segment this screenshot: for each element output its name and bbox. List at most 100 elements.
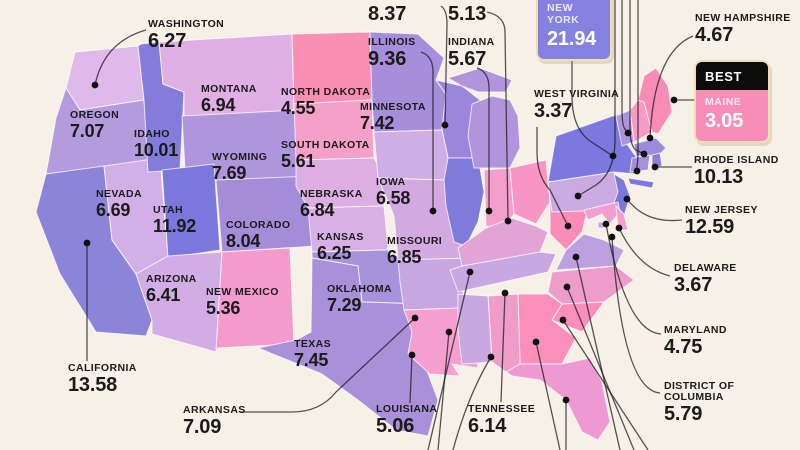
state-shape-maryland — [583, 201, 621, 225]
state-value: 7.09 — [183, 416, 222, 439]
state-name: NORTH DAKOTA — [281, 86, 371, 98]
state-name: UTAH — [153, 204, 183, 216]
state-name: WEST VIRGINIA — [534, 88, 620, 100]
state-shape-tennessee — [449, 251, 557, 293]
state-shape-mississippi — [457, 293, 493, 365]
state-value: 6.14 — [468, 415, 507, 438]
state-value: 5.13 — [448, 3, 487, 26]
state-value: 10.01 — [134, 140, 179, 161]
state-label-new-jersey: NEW JERSEY 12.59 — [685, 204, 758, 239]
state-value: 4.67 — [695, 24, 734, 47]
state-label-montana: MONTANA 6.94 — [201, 83, 257, 116]
state-shape-utah — [161, 163, 221, 259]
state-label-south-dakota: SOUTH DAKOTA 5.61 — [281, 139, 370, 172]
state-name: DISTRICT OF COLUMBIA — [664, 380, 735, 404]
state-value: 5.79 — [664, 403, 703, 426]
state-name: OKLAHOMA — [327, 283, 393, 295]
state-label-louisiana: LOUISIANA 5.06 — [376, 403, 438, 437]
state-shape-texas — [257, 257, 439, 437]
anchor-dots — [83, 81, 678, 404]
state-label-new-hampshire: NEW HAMPSHIRE 4.67 — [695, 12, 791, 47]
state-value: 5.61 — [281, 151, 316, 172]
best-badge-value: 3.05 — [705, 110, 744, 132]
state-name: LOUISIANA — [376, 403, 438, 415]
state-name: ILLINOIS — [368, 36, 416, 48]
state-shape-ohio — [509, 159, 551, 225]
state-value: 5.67 — [448, 48, 487, 71]
state-label-tennessee: TENNESSEE 6.14 — [468, 403, 535, 438]
state-label-nebraska: NEBRASKA 6.84 — [300, 188, 363, 221]
state-name: KANSAS — [317, 231, 364, 243]
best-badge: BEST MAINE 3.05 — [694, 60, 770, 143]
state-name: WASHINGTON — [148, 18, 225, 30]
state-name: WYOMING — [212, 151, 268, 163]
state-value: 11.92 — [153, 216, 197, 237]
state-value: 4.55 — [281, 98, 316, 119]
state-shape-washington — [65, 45, 145, 111]
state-value: 12.59 — [685, 216, 735, 239]
state-value: 7.69 — [212, 163, 247, 184]
state-value: 7.42 — [360, 113, 395, 134]
worst-badge-body: NEW YORK 21.94 — [538, 0, 610, 59]
state-value: 6.94 — [201, 95, 236, 116]
state-name: IDAHO — [134, 128, 170, 140]
state-value: 10.13 — [694, 166, 744, 189]
state-name: IOWA — [376, 176, 406, 188]
state-name: INDIANA — [448, 36, 495, 48]
state-value: 8.04 — [226, 231, 261, 252]
state-shape-michigan — [467, 95, 521, 169]
state-value: 6.27 — [148, 30, 187, 53]
state-label-california: CALIFORNIA 13.58 — [68, 362, 137, 397]
state-label-utah: UTAH 11.92 — [153, 204, 197, 237]
state-value: 7.07 — [70, 121, 105, 142]
state-shape-long-island — [627, 177, 655, 189]
state-name: NEW MEXICO — [206, 286, 279, 298]
state-label-indiana: INDIANA 5.67 — [448, 36, 495, 71]
state-value: 7.45 — [294, 350, 329, 371]
worst-badge-value: 21.94 — [547, 28, 597, 50]
state-name: RHODE ISLAND — [694, 154, 779, 166]
worst-badge-state: NEW YORK — [547, 2, 580, 26]
state-label-arkansas: ARKANSAS 7.09 — [183, 404, 246, 439]
state-value: 9.36 — [368, 48, 407, 71]
state-shape-delaware — [615, 205, 629, 231]
state-shape-maine — [637, 67, 673, 135]
state-name: OREGON — [70, 109, 120, 121]
state-label-maryland: MARYLAND 4.75 — [664, 324, 727, 358]
state-label-oregon: OREGON 7.07 — [70, 109, 120, 142]
state-shape-florida — [505, 357, 611, 441]
state-name: ARKANSAS — [183, 404, 246, 416]
state-label-illinois: ILLINOIS 9.36 — [368, 36, 416, 71]
state-value: 3.37 — [534, 100, 573, 123]
state-label-wyoming: WYOMING 7.69 — [212, 151, 268, 184]
state-name: CALIFORNIA — [68, 362, 137, 374]
state-value: 6.84 — [300, 200, 335, 221]
state-value: 5.36 — [206, 298, 241, 319]
best-badge-state: MAINE — [705, 96, 742, 108]
state-name: WISCONSIN — [368, 0, 432, 3]
state-label-wisconsin: WISCONSIN8.37 — [368, 0, 432, 25]
state-label-texas: TEXAS 7.45 — [294, 338, 331, 371]
state-label-west-virginia: WEST VIRGINIA 3.37 — [534, 88, 620, 123]
state-label-colorado: COLORADO 8.04 — [226, 219, 290, 252]
state-shape-district-of-columbia — [597, 221, 605, 229]
state-name: MONTANA — [201, 83, 257, 95]
state-value: 6.41 — [146, 285, 181, 306]
state-label-nevada: NEVADA 6.69 — [96, 188, 142, 220]
state-name: DELAWARE — [674, 262, 737, 274]
best-badge-body: MAINE 3.05 — [696, 90, 768, 141]
state-name: NEBRASKA — [300, 188, 363, 200]
state-value: 3.67 — [674, 274, 713, 297]
state-label-ohio: OHIO5.13 — [448, 0, 486, 25]
state-value: 13.58 — [68, 374, 118, 397]
state-value: 6.85 — [387, 247, 422, 268]
state-label-district-of-columbia: DISTRICT OF COLUMBIA 5.79 — [664, 380, 742, 426]
state-name: SOUTH DAKOTA — [281, 139, 370, 151]
state-label-arizona: ARIZONA 6.41 — [146, 273, 197, 306]
state-label-oklahoma: OKLAHOMA 7.29 — [327, 283, 393, 316]
state-label-new-mexico: NEW MEXICO 5.36 — [206, 286, 279, 319]
state-value: 7.29 — [327, 295, 362, 316]
state-value: 6.25 — [317, 243, 352, 264]
state-label-missouri: MISSOURI 6.85 — [387, 235, 442, 268]
